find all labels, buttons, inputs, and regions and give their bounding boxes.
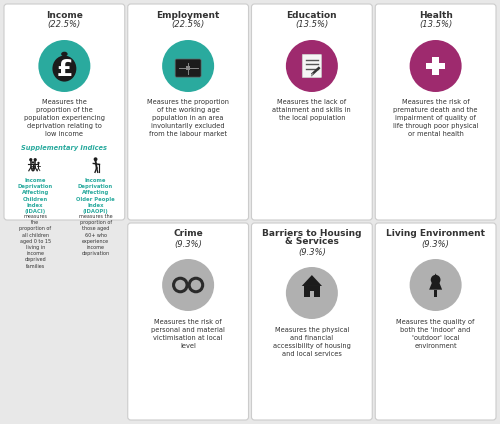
- FancyBboxPatch shape: [375, 223, 496, 420]
- Text: & Services: & Services: [285, 237, 339, 246]
- Text: ⬛: ⬛: [31, 158, 40, 172]
- Bar: [432, 57, 439, 75]
- Ellipse shape: [52, 56, 76, 81]
- Ellipse shape: [431, 275, 440, 285]
- Ellipse shape: [61, 52, 68, 56]
- Text: Living Environment: Living Environment: [386, 229, 485, 238]
- FancyBboxPatch shape: [4, 4, 125, 220]
- Text: (13.5%): (13.5%): [295, 20, 328, 30]
- FancyBboxPatch shape: [252, 223, 372, 420]
- Text: Barriers to Housing: Barriers to Housing: [262, 229, 362, 237]
- Text: (9.3%): (9.3%): [422, 240, 450, 248]
- Text: measures the
proportion of
those aged
60+ who
experience
income
deprivation: measures the proportion of those aged 60…: [79, 214, 112, 256]
- Polygon shape: [302, 275, 322, 286]
- FancyBboxPatch shape: [375, 4, 496, 220]
- Circle shape: [38, 162, 40, 164]
- Circle shape: [29, 158, 32, 162]
- Text: Measures the risk of
personal and material
victimisation at local
level: Measures the risk of personal and materi…: [151, 319, 225, 349]
- Text: Measures the quality of
both the 'indoor' and
'outdoor' local
environment: Measures the quality of both the 'indoor…: [396, 319, 475, 349]
- Text: (22.5%): (22.5%): [48, 20, 81, 30]
- Circle shape: [410, 259, 462, 311]
- Text: Measures the lack of
attainment and skills in
the local population: Measures the lack of attainment and skil…: [272, 99, 351, 121]
- Circle shape: [32, 161, 34, 164]
- Text: Measures the physical
and financial
accessibility of housing
and local services: Measures the physical and financial acce…: [273, 327, 351, 357]
- Text: Measures the proportion
of the working age
population in an area
involuntarily e: Measures the proportion of the working a…: [147, 99, 229, 137]
- FancyBboxPatch shape: [128, 223, 248, 420]
- Text: £: £: [56, 58, 72, 81]
- Bar: [304, 286, 320, 297]
- Circle shape: [162, 259, 214, 311]
- Text: Crime: Crime: [174, 229, 203, 238]
- Text: (9.3%): (9.3%): [298, 248, 326, 257]
- Circle shape: [410, 40, 462, 92]
- Text: measures
the
proportion of
all children
aged 0 to 15
living in
income
deprived
f: measures the proportion of all children …: [19, 214, 52, 268]
- Circle shape: [38, 40, 90, 92]
- Text: (13.5%): (13.5%): [419, 20, 452, 30]
- Bar: [434, 290, 438, 298]
- FancyBboxPatch shape: [252, 4, 372, 220]
- Circle shape: [286, 40, 338, 92]
- FancyBboxPatch shape: [302, 54, 322, 78]
- Circle shape: [94, 157, 98, 161]
- Text: Income
Deprivation
Affecting
Older People
Index
(IDAOPI): Income Deprivation Affecting Older Peopl…: [76, 178, 115, 214]
- Text: Measures the risk of
premature death and the
impairment of quality of
life throu: Measures the risk of premature death and…: [393, 99, 478, 137]
- Circle shape: [162, 40, 214, 92]
- Text: Education: Education: [286, 11, 337, 20]
- Text: Supplementary Indices: Supplementary Indices: [22, 145, 108, 151]
- Circle shape: [176, 281, 184, 289]
- Bar: [310, 291, 314, 297]
- Circle shape: [192, 281, 200, 289]
- Bar: [426, 63, 445, 70]
- FancyBboxPatch shape: [128, 4, 248, 220]
- FancyBboxPatch shape: [175, 59, 201, 77]
- Text: Income: Income: [46, 11, 83, 20]
- Bar: [186, 66, 190, 70]
- Text: Employment: Employment: [156, 11, 220, 20]
- Text: Health: Health: [418, 11, 452, 20]
- Text: (22.5%): (22.5%): [172, 20, 205, 30]
- Circle shape: [34, 158, 37, 162]
- Text: (9.3%): (9.3%): [174, 240, 202, 248]
- Polygon shape: [429, 273, 442, 290]
- Text: Measures the
proportion of the
population experiencing
deprivation relating to
l: Measures the proportion of the populatio…: [24, 99, 105, 137]
- Circle shape: [286, 267, 338, 319]
- Text: Income
Deprivation
Affecting
Children
Index
(IDACI): Income Deprivation Affecting Children In…: [18, 178, 53, 214]
